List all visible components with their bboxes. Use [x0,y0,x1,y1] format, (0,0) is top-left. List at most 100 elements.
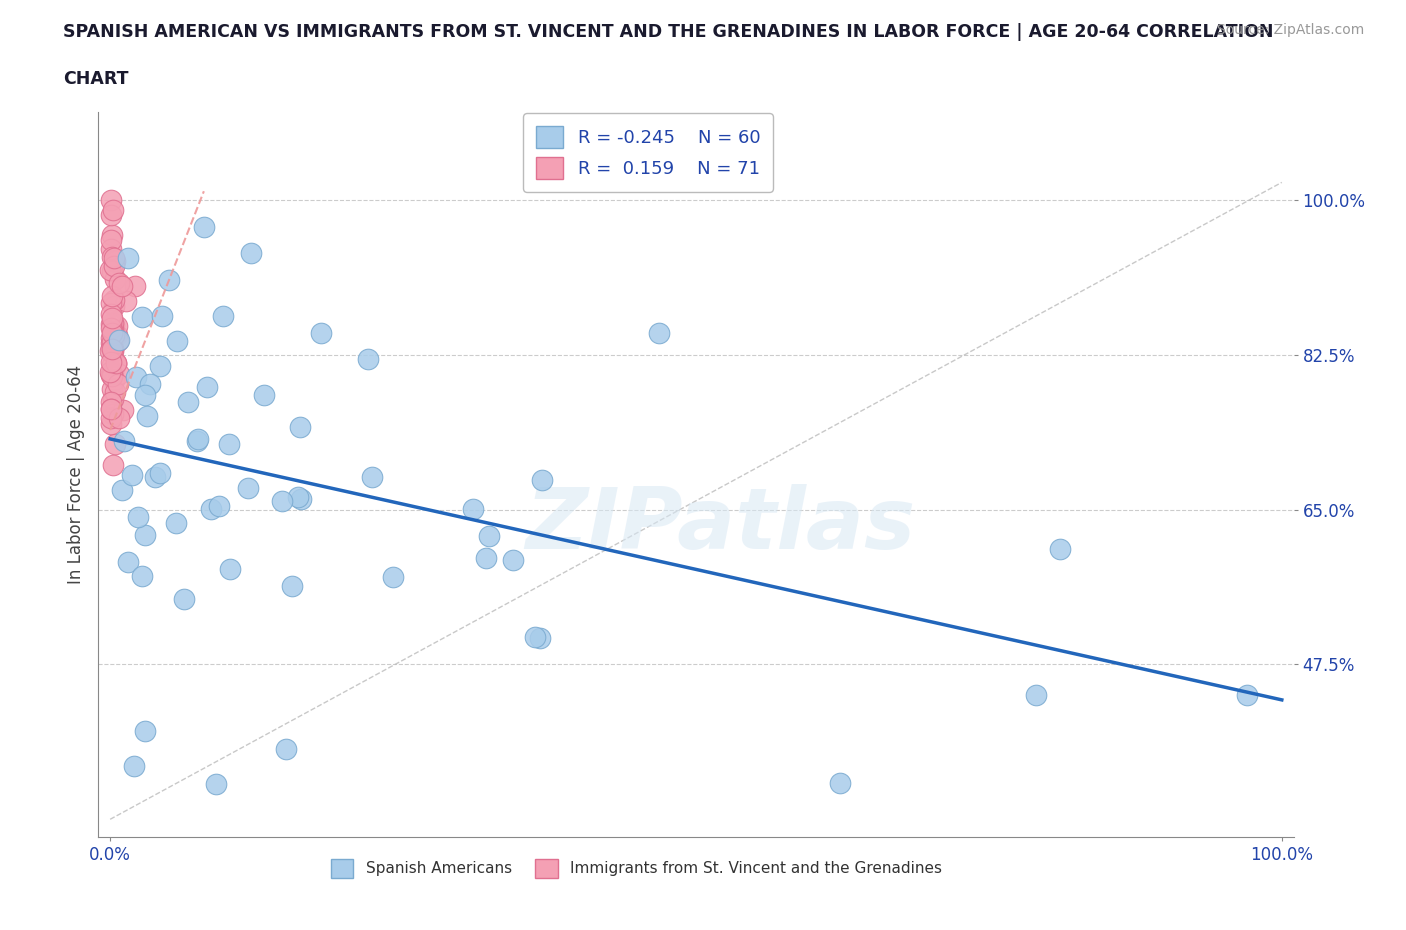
Point [103,373,125,388]
Point [101,381,124,396]
Point [100,315,122,330]
Point [108,332,131,347]
Point [101,322,124,337]
Point [100,316,122,331]
Point [218,562,240,577]
Legend: Spanish Americans, Immigrants from St. Vincent and the Grenadines: Spanish Americans, Immigrants from St. V… [325,853,948,884]
Point [212,308,235,323]
Point [131,310,153,325]
Point [101,324,124,339]
Point [101,316,124,331]
Point [150,308,173,323]
Point [98,343,121,358]
Point [524,629,547,644]
Point [100,311,122,325]
Point [104,384,127,399]
Point [107,410,129,425]
Point [101,391,124,405]
Point [529,631,551,645]
Point [100,366,122,381]
Point [100,193,122,207]
Point [360,470,382,485]
Point [100,232,122,247]
Point [107,376,129,391]
Point [100,402,122,417]
Point [101,368,124,383]
Point [100,354,122,369]
Point [165,516,187,531]
Point [125,370,148,385]
Point [309,326,332,340]
Point [135,409,157,424]
Point [478,528,501,543]
Point [108,366,131,381]
Point [100,296,122,311]
Point [647,326,669,340]
Point [101,406,124,421]
Point [103,317,125,332]
Text: SPANISH AMERICAN VS IMMIGRANTS FROM ST. VINCENT AND THE GRENADINES IN LABOR FORC: SPANISH AMERICAN VS IMMIGRANTS FROM ST. … [63,23,1274,41]
Point [100,336,122,351]
Point [131,568,153,583]
Point [103,250,125,265]
Point [274,741,297,756]
Point [103,292,125,307]
Point [101,228,124,243]
Point [134,724,156,738]
Point [100,411,122,426]
Point [98,365,121,379]
Point [105,327,128,342]
Point [101,365,124,379]
Point [111,403,134,418]
Point [98,262,121,277]
Point [100,402,122,417]
Point [145,470,167,485]
Text: Source: ZipAtlas.com: Source: ZipAtlas.com [1216,23,1364,37]
Point [149,466,172,481]
Point [186,434,208,449]
Point [103,437,125,452]
Point [103,327,125,342]
Point [139,377,162,392]
Point [200,501,222,516]
Point [157,272,180,287]
Point [271,494,294,509]
Point [187,432,209,446]
Point [101,263,124,278]
Point [111,278,134,293]
Point [100,367,122,382]
Point [195,379,218,394]
Point [111,483,134,498]
Point [193,219,215,234]
Point [104,355,127,370]
Point [103,344,125,359]
Point [114,294,136,309]
Point [100,208,122,223]
Point [177,394,200,409]
Point [208,498,231,513]
Point [100,306,122,321]
Point [502,552,524,567]
Point [103,259,125,273]
Point [100,320,122,335]
Point [101,357,124,372]
Point [1236,688,1258,703]
Point [290,419,312,434]
Point [104,254,127,269]
Point [101,289,124,304]
Point [281,578,304,593]
Point [103,330,125,345]
Point [134,527,156,542]
Point [101,335,124,350]
Point [103,299,125,313]
Point [461,501,484,516]
Y-axis label: In Labor Force | Age 20-64: In Labor Force | Age 20-64 [66,365,84,584]
Point [117,555,139,570]
Point [530,472,553,487]
Point [173,591,195,606]
Point [166,334,188,349]
Point [112,434,135,449]
Point [101,249,124,264]
Point [108,275,131,290]
Point [239,246,262,260]
